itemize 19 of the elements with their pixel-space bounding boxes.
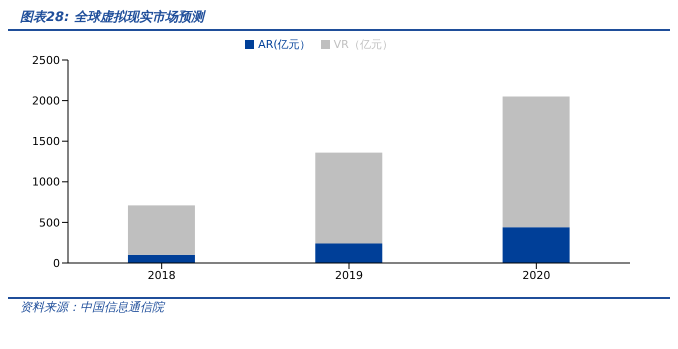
y-tick-label: 1000: [32, 176, 60, 189]
y-tick-label: 2000: [32, 94, 60, 108]
y-tick-label: 500: [39, 216, 60, 230]
bar: [315, 152, 382, 244]
x-tick-label: 2019: [335, 268, 363, 282]
x-tick-label: 2018: [148, 268, 176, 282]
bar: [128, 254, 195, 263]
legend-label: AR(亿元）: [258, 38, 311, 51]
x-tick-label: 2020: [522, 268, 550, 282]
chart-title: 图表28: 全球虚拟现实市场预测: [8, 8, 670, 31]
bar: [502, 227, 570, 263]
bar: [128, 205, 195, 255]
bar: [502, 96, 570, 228]
text: 资料来源：中国信息通信院: [20, 299, 166, 316]
bar: [315, 244, 382, 263]
y-tick-label: 1500: [32, 135, 60, 148]
y-tick-label: 0: [53, 256, 60, 270]
y-tick-label: 2500: [32, 54, 60, 67]
legend-label: VR（亿元）: [334, 38, 393, 51]
